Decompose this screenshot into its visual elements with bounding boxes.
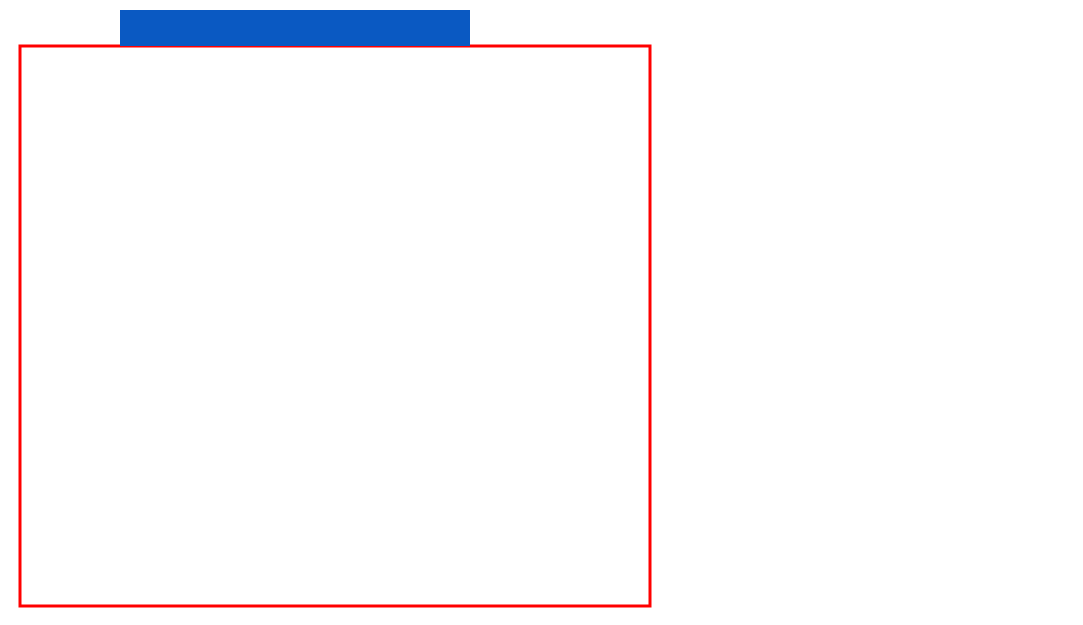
title-banner xyxy=(120,10,470,46)
red-system-frame xyxy=(20,46,650,606)
